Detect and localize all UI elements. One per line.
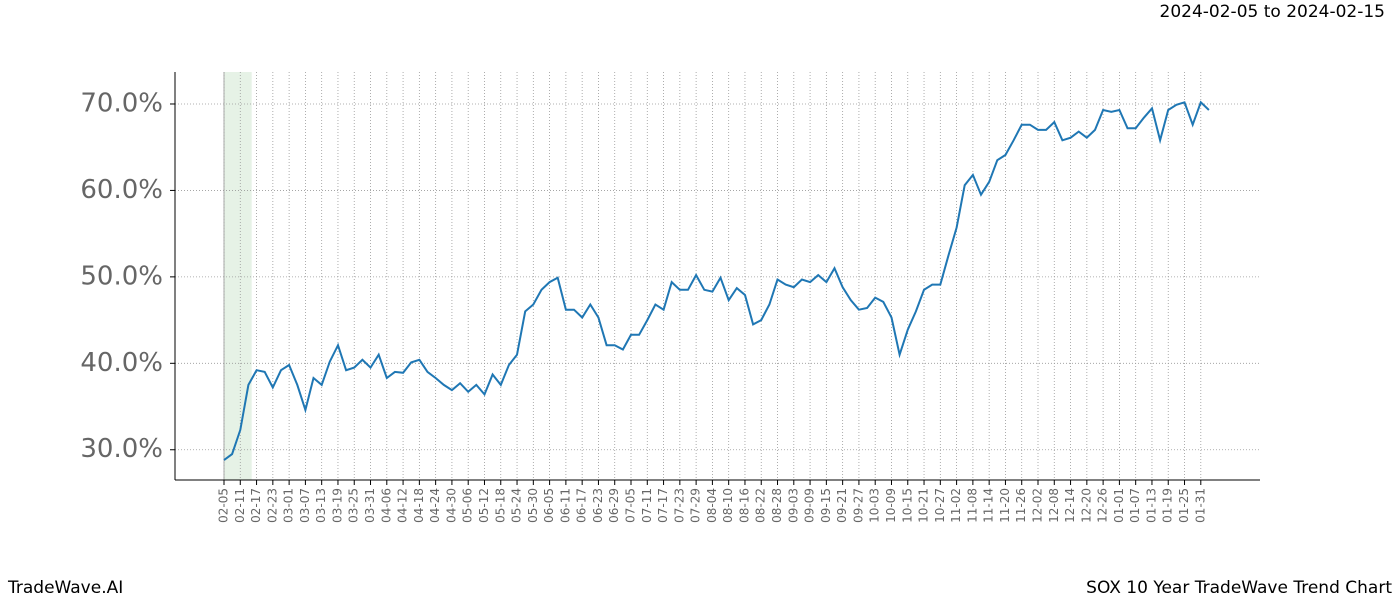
x-tick-label: 02-05 — [217, 488, 231, 523]
footer-right: SOX 10 Year TradeWave Trend Chart — [1086, 578, 1392, 598]
x-tick-label: 10-03 — [868, 488, 882, 523]
chart-title: 2024-02-05 to 2024-02-15 — [1160, 2, 1385, 22]
x-tick-label: 04-24 — [428, 488, 442, 523]
x-tick-label: 07-11 — [640, 488, 654, 523]
x-tick-label: 09-27 — [851, 488, 865, 523]
x-tick-label: 07-05 — [624, 488, 638, 523]
x-tick-label: 05-30 — [526, 488, 540, 523]
x-tick-label: 12-26 — [1096, 488, 1110, 523]
x-tick-label: 11-20 — [998, 488, 1012, 523]
x-tick-label: 09-21 — [835, 488, 849, 523]
x-tick-label: 01-25 — [1177, 488, 1191, 523]
x-tick-label: 06-17 — [575, 488, 589, 523]
x-tick-label: 05-06 — [461, 488, 475, 523]
x-tick-label: 12-20 — [1079, 488, 1093, 523]
x-tick-label: 08-28 — [770, 488, 784, 523]
footer-left: TradeWave.AI — [7, 578, 123, 598]
x-tick-label: 09-03 — [786, 488, 800, 523]
x-tick-label: 06-29 — [607, 488, 621, 523]
x-tick-label: 11-02 — [949, 488, 963, 523]
x-tick-label: 12-14 — [1063, 488, 1077, 523]
y-tick-label: 40.0% — [80, 348, 163, 378]
x-tick-label: 05-12 — [477, 488, 491, 523]
x-tick-label: 10-27 — [933, 488, 947, 523]
x-tick-label: 05-24 — [510, 488, 524, 523]
x-tick-label: 12-08 — [1047, 488, 1061, 523]
x-tick-label: 01-07 — [1128, 488, 1142, 523]
y-tick-label: 50.0% — [80, 261, 163, 291]
x-tick-label: 11-08 — [965, 488, 979, 523]
x-tick-label: 03-19 — [330, 488, 344, 523]
x-tick-label: 04-06 — [379, 488, 393, 523]
x-tick-label: 08-04 — [705, 488, 719, 523]
x-tick-label: 01-31 — [1193, 488, 1207, 523]
y-tick-label: 30.0% — [80, 434, 163, 464]
x-tick-label: 09-15 — [819, 488, 833, 523]
x-tick-label: 02-23 — [265, 488, 279, 523]
x-tick-label: 08-16 — [737, 488, 751, 523]
y-tick-label: 70.0% — [80, 88, 163, 118]
x-tick-label: 04-12 — [396, 488, 410, 523]
highlight-span — [224, 72, 252, 480]
x-tick-label: 11-14 — [982, 488, 996, 523]
x-tick-label: 07-29 — [689, 488, 703, 523]
y-tick-label: 60.0% — [80, 175, 163, 205]
x-tick-label: 03-01 — [282, 488, 296, 523]
x-tick-label: 08-22 — [754, 488, 768, 523]
x-tick-label: 10-09 — [884, 488, 898, 523]
x-tick-label: 03-07 — [298, 488, 312, 523]
x-tick-label: 07-17 — [656, 488, 670, 523]
x-tick-label: 11-26 — [1014, 488, 1028, 523]
x-tick-label: 01-01 — [1112, 488, 1126, 523]
x-tick-label: 01-13 — [1144, 488, 1158, 523]
x-tick-label: 09-09 — [803, 488, 817, 523]
x-tick-label: 04-18 — [412, 488, 426, 523]
data-line — [223, 100, 1210, 461]
x-tick-label: 06-11 — [558, 488, 572, 523]
x-tick-label: 03-31 — [363, 488, 377, 523]
x-tick-label: 03-25 — [347, 488, 361, 523]
x-tick-label: 06-23 — [591, 488, 605, 523]
x-tick-label: 02-17 — [249, 488, 263, 523]
x-tick-label: 08-10 — [721, 488, 735, 523]
x-tick-label: 04-30 — [444, 488, 458, 523]
x-tick-label: 10-15 — [900, 488, 914, 523]
x-tick-label: 07-23 — [672, 488, 686, 523]
x-tick-label: 05-18 — [493, 488, 507, 523]
x-tick-label: 06-05 — [542, 488, 556, 523]
x-tick-label: 10-21 — [917, 488, 931, 523]
x-tick-label: 03-13 — [314, 488, 328, 523]
x-tick-label: 02-11 — [233, 488, 247, 523]
x-tick-label: 12-02 — [1031, 488, 1045, 523]
x-tick-label: 01-19 — [1161, 488, 1175, 523]
